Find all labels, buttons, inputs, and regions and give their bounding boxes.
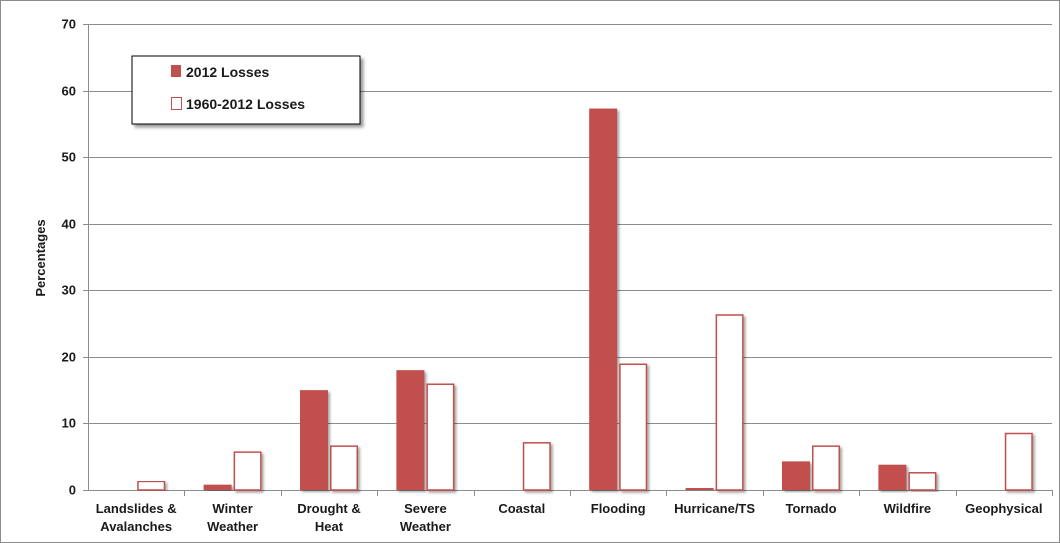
bar-1960-2012-losses-wildfire [908, 472, 937, 491]
bars [137, 108, 1033, 491]
x-category-label-geophysical: Geophysical [965, 501, 1042, 516]
y-tick-label-70: 70 [62, 17, 76, 32]
bar-2012-losses-severe-weather [396, 370, 425, 490]
x-category-labels: Landslides & Avalanches Winter Weather Droug… [96, 501, 1043, 534]
legend-label-2012-losses: 2012 Losses [186, 64, 269, 80]
bar-1960-2012-losses-geophysical [1004, 432, 1033, 491]
y-tick-label-40: 40 [62, 217, 76, 232]
legend-swatch-2012-losses [171, 65, 181, 77]
x-category-label-flooding: Flooding [591, 501, 646, 516]
y-tick-labels: 0 10 20 30 40 50 60 70 [62, 17, 76, 498]
legend: 2012 Losses 1960-2012 Losses [131, 55, 361, 125]
legend-box [131, 55, 361, 125]
bar-2012-losses-wildfire [878, 464, 907, 490]
y-tick-label-50: 50 [62, 150, 76, 165]
bar-1960-2012-losses-severe-weather [426, 383, 455, 491]
bar-2012-losses-drought-heat [300, 390, 328, 490]
y-tick-label-0: 0 [69, 483, 76, 498]
bar-1960-2012-losses-tornado [812, 445, 840, 491]
bar-2012-losses-hurricane-ts [685, 488, 714, 490]
bar-1960-2012-losses-landslides-avalanches [137, 480, 166, 491]
bar-1960-2012-losses-hurricane-ts [715, 314, 744, 491]
x-category-label-severe-weather: Severe Weather [400, 501, 451, 534]
bar-2012-losses-tornado [782, 461, 810, 490]
x-category-label-wildfire: Wildfire [884, 501, 932, 516]
legend-swatch-1960-2012-losses [171, 97, 182, 110]
legend-label-1960-2012-losses: 1960-2012 Losses [186, 96, 305, 112]
x-category-label-coastal: Coastal [498, 501, 545, 516]
x-category-label-tornado: Tornado [785, 501, 836, 516]
y-tick-label-10: 10 [62, 416, 76, 431]
x-category-label-winter-weather: Winter Weather [207, 501, 258, 534]
bar-1960-2012-losses-coastal [522, 442, 551, 491]
bar-1960-2012-losses-winter-weather [233, 451, 262, 491]
y-tick-label-60: 60 [62, 84, 76, 99]
x-category-label-hurricane-ts: Hurricane/TS [674, 501, 755, 516]
x-category-label-drought-heat: Drought & Heat [297, 501, 361, 534]
bar-2012-losses-winter-weather [203, 484, 232, 490]
bar-1960-2012-losses-flooding [619, 363, 648, 491]
bar-1960-2012-losses-drought-heat [330, 445, 358, 491]
y-tick-label-20: 20 [62, 350, 76, 365]
bar-2012-losses-flooding [589, 108, 618, 490]
gridlines [88, 24, 1052, 424]
y-tick-label-30: 30 [62, 283, 76, 298]
y-axis-title: Percentages [33, 219, 48, 296]
x-category-label-landslides-avalanches: Landslides & Avalanches [96, 501, 177, 534]
